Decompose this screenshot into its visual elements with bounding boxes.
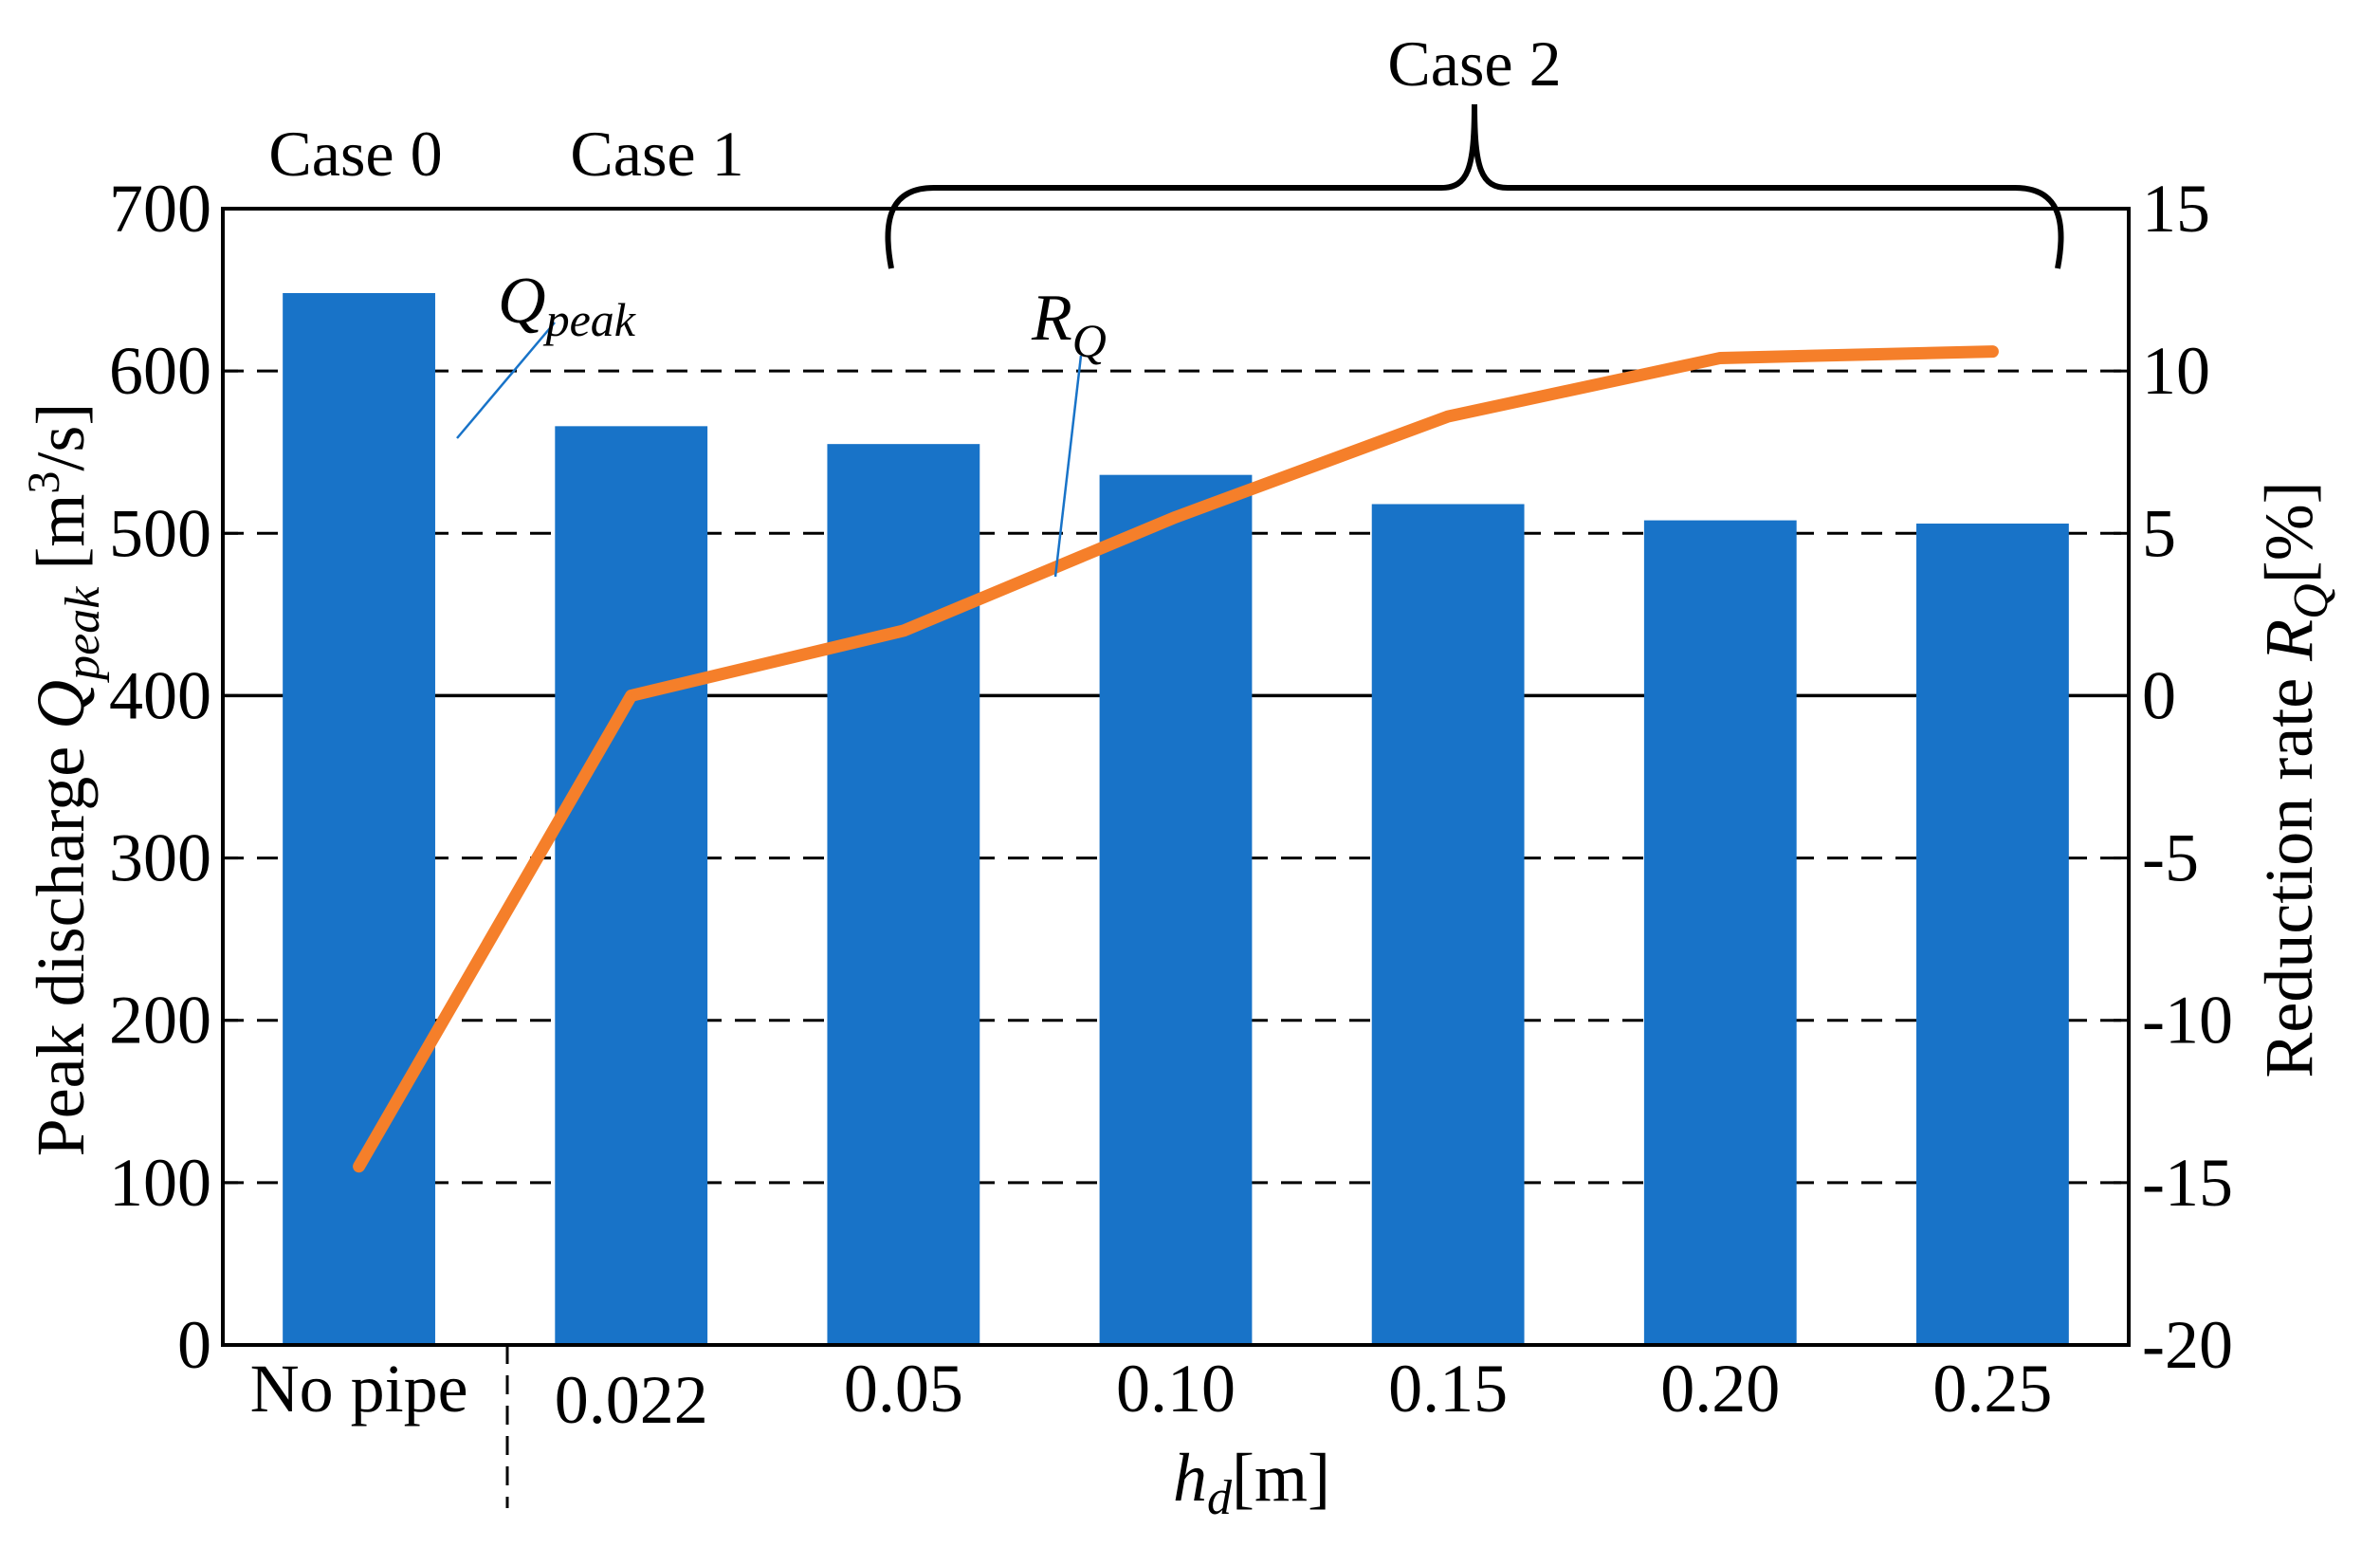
qpeak-annotation: Qpeak — [498, 265, 636, 346]
y-left-tick-label: 500 — [109, 495, 211, 571]
y-right-tick-label: -10 — [2142, 983, 2233, 1059]
y-right-axis-title: Reduction rate RQ[%] — [2251, 481, 2338, 1077]
rq-point-6 — [1991, 350, 1994, 353]
rq-point-0 — [357, 1165, 360, 1168]
y-left-tick-label: 0 — [177, 1307, 211, 1383]
x-tick-label: No pipe — [250, 1351, 468, 1427]
rq-point-5 — [1719, 357, 1722, 359]
axis-ticks: 0 100 200 300 400 500 600 700 -20 -15 -10 -5 0 5 10 15 N… — [109, 171, 2233, 1438]
case2-brace — [885, 103, 2064, 269]
bar-2 — [827, 444, 980, 1346]
bar-4 — [1371, 504, 1525, 1345]
rq-annotation: RQ — [1031, 282, 1107, 367]
y-right-tick-label: 10 — [2142, 333, 2210, 409]
y-left-tick-label: 600 — [109, 333, 211, 409]
plot-frame — [221, 207, 2131, 1347]
rq-point-2 — [902, 629, 905, 632]
case0-label: Case 0 — [268, 118, 442, 190]
y-right-tick-label: -20 — [2142, 1307, 2233, 1383]
x-tick-label: 0.20 — [1660, 1351, 1780, 1427]
y-left-tick-label: 100 — [109, 1145, 211, 1221]
bar-series — [283, 292, 2069, 1346]
x-tick-label: 0.10 — [1116, 1351, 1236, 1427]
y-right-tick-label: -5 — [2142, 820, 2199, 896]
x-tick-label: 0.25 — [1932, 1351, 2052, 1427]
rq-point-1 — [630, 694, 632, 697]
case2-label: Case 2 — [1387, 28, 1561, 100]
y-left-tick-label: 300 — [109, 820, 211, 896]
y-right-tick-label: 5 — [2142, 495, 2176, 571]
case1-label: Case 1 — [570, 118, 743, 190]
y-left-tick-label: 400 — [109, 657, 211, 733]
x-tick-label: 0.05 — [844, 1351, 963, 1427]
bar-3 — [1099, 474, 1253, 1345]
x-tick-label: 0.022 — [555, 1362, 708, 1438]
y-right-tick-label: 15 — [2142, 171, 2210, 247]
bar-5 — [1643, 520, 1797, 1345]
y-left-tick-label: 700 — [109, 171, 211, 247]
line-series — [353, 345, 1999, 1173]
qpeak-leader-line — [456, 322, 556, 439]
x-axis-title: hd[m] — [1173, 1440, 1330, 1525]
bar-1 — [555, 426, 708, 1345]
bar-0 — [283, 292, 435, 1346]
y-right-tick-label: -15 — [2142, 1145, 2233, 1221]
y-right-tick-label: 0 — [2142, 657, 2176, 733]
y-left-axis-title: Peak discharge Qpeak [m3/s] — [19, 403, 110, 1157]
bar-6 — [1916, 524, 2069, 1345]
rq-point-4 — [1447, 415, 1450, 418]
rq-leader-line — [1053, 355, 1083, 578]
y-left-tick-label: 200 — [109, 983, 211, 1059]
x-tick-label: 0.15 — [1388, 1351, 1508, 1427]
rq-point-3 — [1175, 516, 1177, 519]
